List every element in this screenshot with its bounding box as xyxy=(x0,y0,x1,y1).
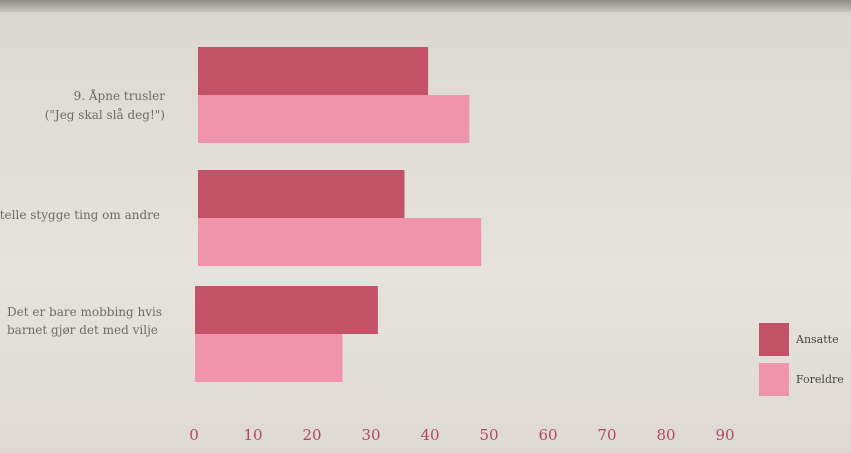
category-label-1-0: telle stygge ting om andre xyxy=(0,208,160,222)
bar-foreldre-1 xyxy=(198,218,482,266)
x-tick-label: 80 xyxy=(656,426,675,444)
category-label-2-1: barnet gjør det med vilje xyxy=(7,323,158,337)
bar-foreldre-2 xyxy=(195,334,343,382)
x-tick-label: 90 xyxy=(715,426,734,444)
legend-swatch-ansatte xyxy=(759,323,789,356)
x-tick-label: 30 xyxy=(361,426,380,444)
bar-foreldre-0 xyxy=(198,95,470,143)
legend-label-ansatte: Ansatte xyxy=(795,333,839,346)
x-tick-label: 50 xyxy=(479,426,498,444)
bar-ansatte-2 xyxy=(195,286,378,334)
x-tick-label: 60 xyxy=(538,426,557,444)
category-label-0-1: ("Jeg skal slå deg!") xyxy=(45,107,165,122)
category-label-0-0: 9. Åpne trusler xyxy=(74,88,166,103)
x-tick-label: 20 xyxy=(302,426,321,444)
category-label-2-0: Det er bare mobbing hvis xyxy=(7,305,162,319)
x-tick-label: 0 xyxy=(189,426,199,444)
legend-swatch-foreldre xyxy=(759,363,789,396)
bar-ansatte-1 xyxy=(198,170,405,218)
bar-ansatte-0 xyxy=(198,47,429,95)
x-tick-label: 10 xyxy=(243,426,262,444)
x-tick-label: 40 xyxy=(420,426,439,444)
x-tick-label: 70 xyxy=(597,426,616,444)
legend-label-foreldre: Foreldre xyxy=(796,373,844,386)
